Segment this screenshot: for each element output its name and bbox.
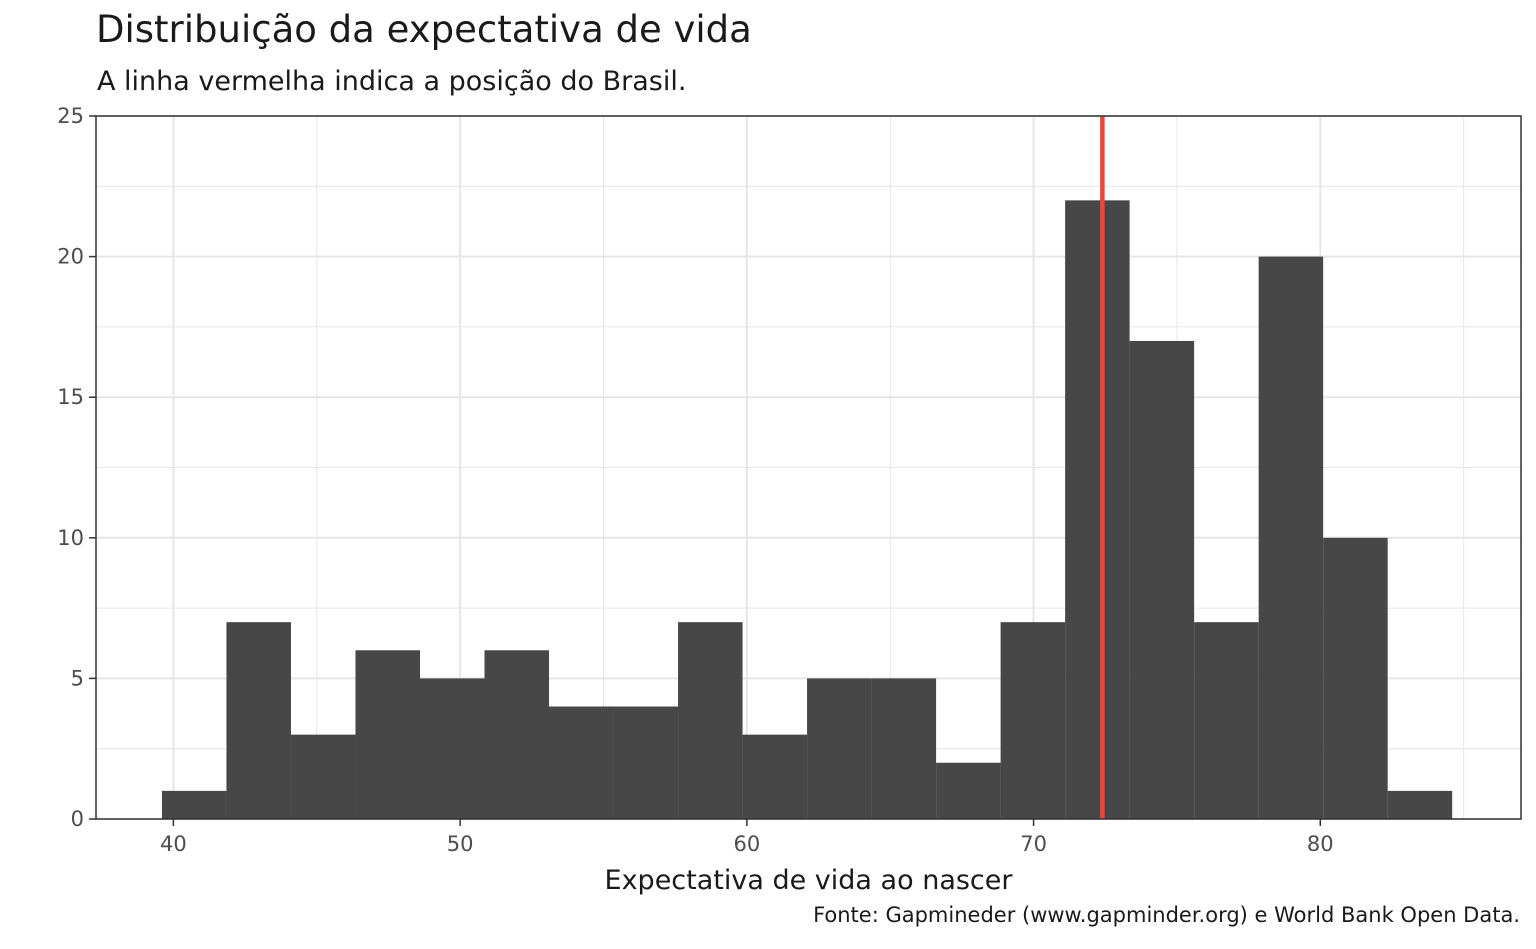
chart-title: Distribuição da expectativa de vida xyxy=(96,8,752,51)
histogram-bar xyxy=(1194,622,1259,819)
histogram-bar xyxy=(226,622,291,819)
histogram-bar xyxy=(871,678,937,819)
x-axis-ticks: 40 50 60 70 80 xyxy=(160,819,1334,856)
x-tick-label: 70 xyxy=(1020,832,1047,856)
histogram-bar xyxy=(613,706,679,819)
histogram-bar xyxy=(742,734,808,819)
y-tick-label: 25 xyxy=(57,104,84,128)
histogram-bar xyxy=(355,650,420,819)
panel-border xyxy=(95,115,1522,820)
chart-subtitle: A linha vermelha indica a posição do Bra… xyxy=(97,66,687,97)
y-axis-ticks: 0 5 10 15 20 25 xyxy=(57,104,96,831)
x-tick-label: 40 xyxy=(160,832,187,856)
y-tick-label: 10 xyxy=(57,526,84,550)
histogram-bar xyxy=(936,762,1001,819)
histogram-bars xyxy=(161,200,1453,820)
histogram-bar xyxy=(549,706,614,819)
histogram-bar xyxy=(807,678,872,819)
chart-caption: Fonte: Gapmineder (www.gapminder.org) e … xyxy=(813,903,1520,927)
histogram-bar xyxy=(290,734,356,819)
histogram-bar xyxy=(1323,537,1388,819)
histogram-bar xyxy=(161,790,227,819)
y-tick-label: 15 xyxy=(57,385,84,409)
histogram-bar xyxy=(484,650,550,819)
histogram-bar xyxy=(1065,200,1130,820)
histogram-bar xyxy=(419,678,485,819)
y-tick-label: 0 xyxy=(71,807,84,831)
x-axis-title: Expectativa de vida ao nascer xyxy=(605,865,1014,896)
y-tick-label: 20 xyxy=(57,245,84,269)
histogram-bar xyxy=(1387,790,1453,819)
histogram-bar xyxy=(1258,256,1324,820)
x-tick-label: 50 xyxy=(447,832,474,856)
histogram-bar xyxy=(1129,340,1195,819)
histogram-bar xyxy=(1000,622,1066,819)
x-tick-label: 60 xyxy=(733,832,760,856)
histogram-bar xyxy=(678,622,743,819)
y-tick-label: 5 xyxy=(71,666,84,690)
x-tick-label: 80 xyxy=(1307,832,1334,856)
